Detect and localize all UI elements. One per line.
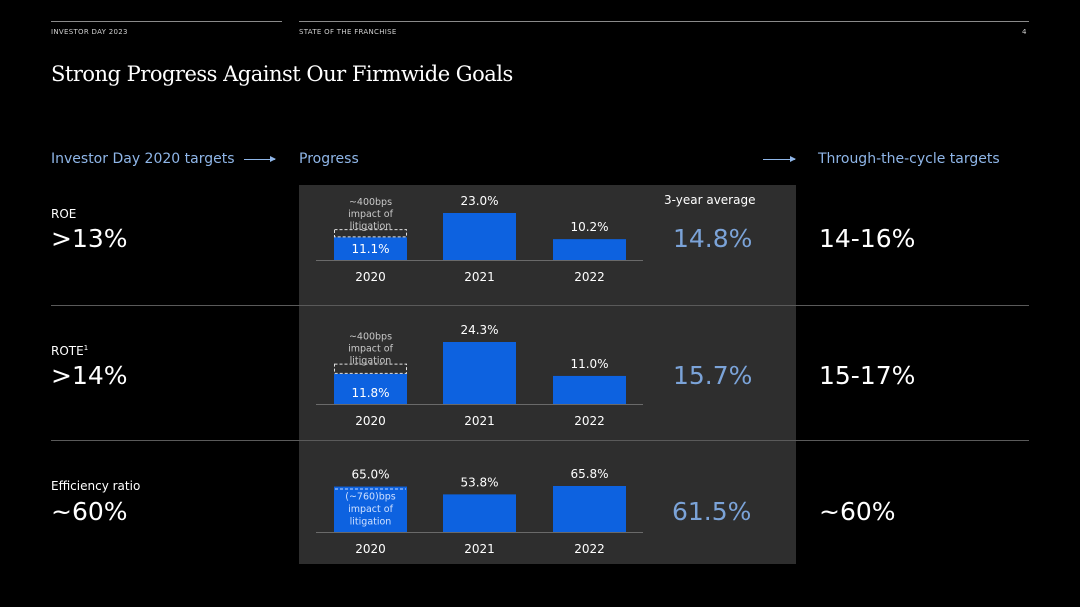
data-label: 65.8% — [570, 467, 608, 481]
bar-2021 — [443, 342, 516, 404]
row-label-rote: ROTE1 — [51, 344, 89, 358]
bar-2021 — [443, 213, 516, 260]
bar-2021 — [443, 494, 516, 532]
row-divider — [51, 440, 1029, 441]
average-value-efficiency: 61.5% — [672, 497, 752, 526]
annotation-text: impact of — [348, 504, 394, 515]
average-value-roe: 14.8% — [673, 224, 753, 253]
bar-2022 — [553, 239, 626, 260]
cycle-target-roe: 14-16% — [819, 224, 916, 253]
bar-2020 — [334, 486, 407, 532]
bar-2022 — [553, 375, 626, 404]
cycle-target-efficiency: ~60% — [819, 497, 896, 526]
litigation-impact-box — [334, 363, 407, 374]
average-header: 3-year average — [664, 193, 756, 207]
annotation-text: litigation — [350, 356, 392, 367]
page-number: 4 — [1022, 28, 1027, 36]
tick-label: 2021 — [464, 414, 495, 428]
tick-label: 2020 — [355, 542, 386, 556]
tick-label: 2022 — [574, 270, 605, 284]
litigation-impact-box — [334, 229, 407, 238]
header-rule-right — [299, 21, 1029, 22]
bar-2020 — [334, 373, 407, 404]
annotation-text: (~760)bps — [345, 492, 396, 503]
bar-2022 — [553, 486, 626, 532]
row-label-roe: ROE — [51, 207, 77, 221]
page-title: Strong Progress Against Our Firmwide Goa… — [51, 62, 513, 86]
row-target-2020-rote: >14% — [51, 361, 128, 390]
arrow-right-icon — [763, 156, 796, 162]
row-target-2020-roe: >13% — [51, 224, 128, 253]
tick-label: 2020 — [355, 414, 386, 428]
column-header-cycle-targets: Through-the-cycle targets — [818, 151, 1000, 167]
annotation-text: litigation — [350, 221, 392, 232]
arrow-right-icon — [244, 156, 276, 162]
data-label: 23.0% — [460, 194, 498, 208]
tick-label: 2022 — [574, 542, 605, 556]
data-label: 53.8% — [460, 475, 498, 489]
row-label-efficiency: Efficiency ratio — [51, 479, 141, 493]
cycle-target-rote: 15-17% — [819, 361, 916, 390]
header-rule-left — [51, 21, 282, 22]
annotation-text: ~400bps — [349, 197, 392, 208]
bar-2020 — [334, 237, 407, 260]
data-label: 11.1% — [351, 242, 389, 256]
data-label: 11.8% — [351, 386, 389, 400]
average-value-rote: 15.7% — [673, 361, 753, 390]
row-divider — [51, 305, 1029, 306]
tick-label: 2020 — [355, 270, 386, 284]
annotation-text: ~400bps — [349, 332, 392, 343]
header-event: INVESTOR DAY 2023 — [51, 28, 128, 36]
data-label: 11.0% — [570, 357, 608, 371]
data-label: 24.3% — [460, 323, 498, 337]
column-header-progress: Progress — [299, 151, 359, 167]
tick-label: 2021 — [464, 542, 495, 556]
annotation-text: impact of — [348, 344, 394, 355]
header-section: STATE OF THE FRANCHISE — [299, 28, 397, 36]
annotation-text: litigation — [350, 517, 392, 528]
tick-label: 2021 — [464, 270, 495, 284]
column-header-2020-targets: Investor Day 2020 targets — [51, 151, 235, 167]
data-label: 10.2% — [570, 220, 608, 234]
row-target-2020-efficiency: ~60% — [51, 497, 128, 526]
annotation-text: impact of — [348, 209, 394, 220]
data-label: 65.0% — [351, 468, 389, 482]
tick-label: 2022 — [574, 414, 605, 428]
